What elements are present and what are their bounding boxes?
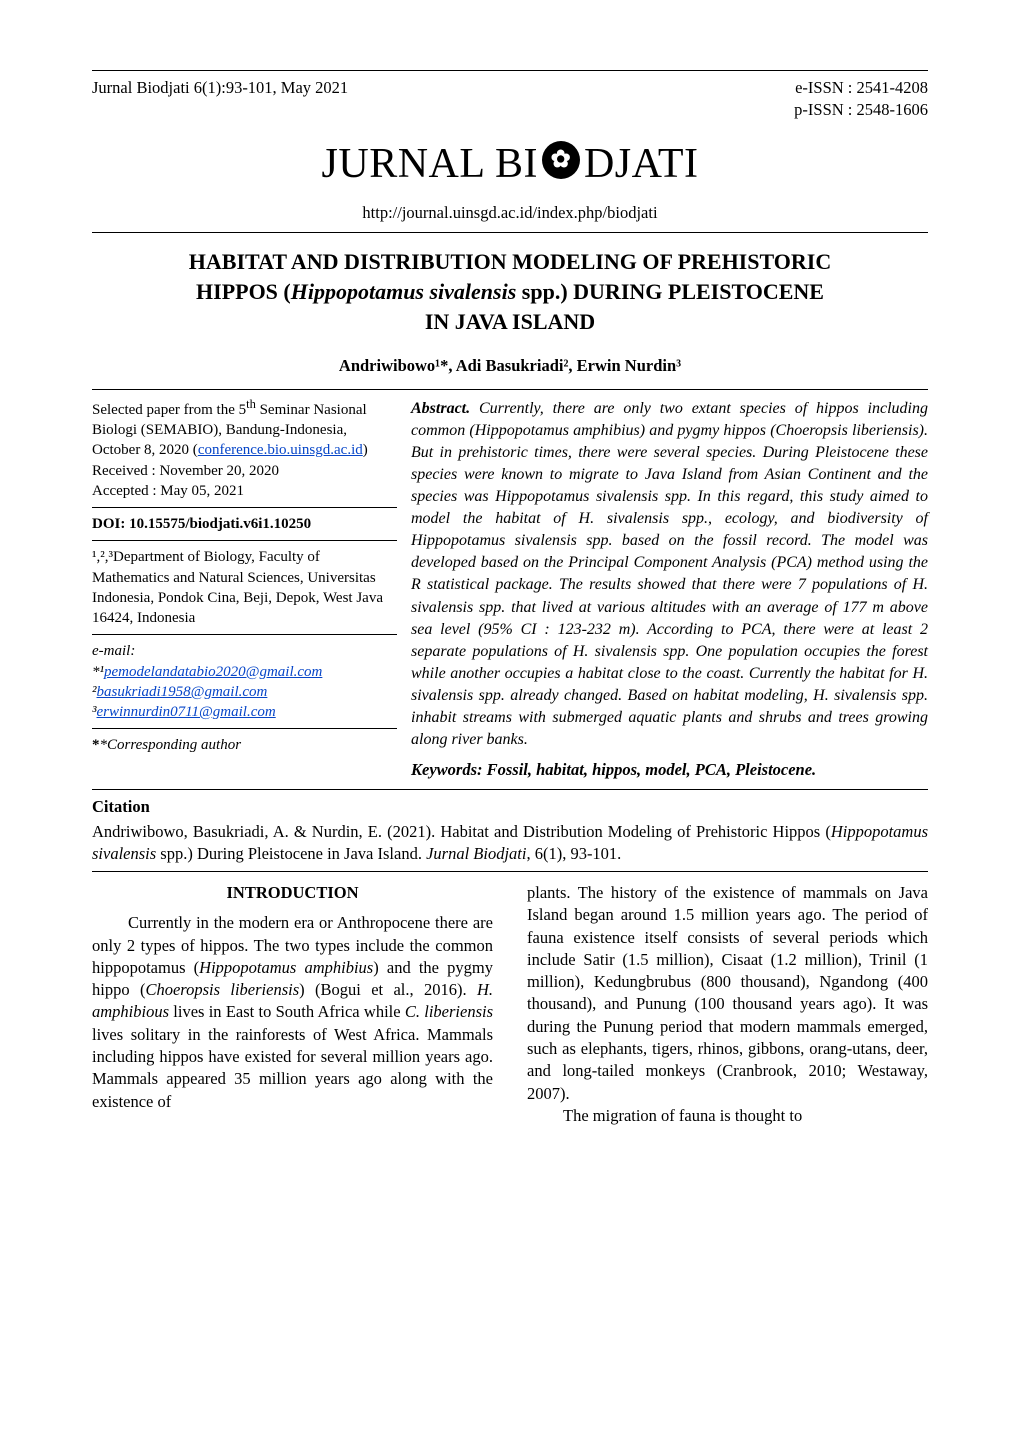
selected-c: ) bbox=[363, 442, 368, 458]
affiliation: ¹,²,³Department of Biology, Faculty of M… bbox=[92, 541, 397, 635]
p-issn: p-ISSN : 2548-1606 bbox=[794, 99, 928, 121]
intro-para-right-1: plants. The history of the existence of … bbox=[527, 882, 928, 1105]
rule-below-citation bbox=[92, 871, 928, 872]
citation-c: spp.) During Pleistocene in Java Island. bbox=[156, 844, 426, 863]
e-issn: e-ISSN : 2541-4208 bbox=[794, 77, 928, 99]
body-columns: INTRODUCTION Currently in the modern era… bbox=[92, 882, 928, 1127]
email2-link[interactable]: basukriadi1958@gmail.com bbox=[97, 684, 268, 700]
rule-under-url bbox=[92, 232, 928, 233]
rule-above-citation bbox=[92, 789, 928, 790]
email1-link[interactable]: pemodelandatabio2020@gmail.com bbox=[104, 664, 322, 680]
issn-block: e-ISSN : 2541-4208 p-ISSN : 2548-1606 bbox=[794, 77, 928, 122]
conf-link[interactable]: conference.bio.uinsgd.ac.id bbox=[198, 442, 363, 458]
abstract-label: Abstract. bbox=[411, 400, 470, 417]
col-left: INTRODUCTION Currently in the modern era… bbox=[92, 882, 493, 1127]
intro-para-left: Currently in the modern era or Anthropoc… bbox=[92, 912, 493, 1112]
authors: Andriwibowo¹*, Adi Basukriadi², Erwin Nu… bbox=[92, 355, 928, 377]
journal-issue: Jurnal Biodjati 6(1):93-101, May 2021 bbox=[92, 77, 348, 99]
doi: DOI: 10.15575/biodjati.v6i1.10250 bbox=[92, 508, 397, 541]
journal-url: http://journal.uinsgd.ac.id/index.php/bi… bbox=[92, 202, 928, 224]
intro-li: lives solitary in the rainforests of Wes… bbox=[92, 1025, 493, 1111]
selected-a: Selected paper from the 5 bbox=[92, 402, 246, 418]
citation-e: , 6(1), 93-101. bbox=[526, 844, 621, 863]
intro-para-right-2: The migration of fauna is thought to bbox=[527, 1105, 928, 1127]
submission-box: Selected paper from the 5th Seminar Nasi… bbox=[92, 390, 397, 508]
col-right: plants. The history of the existence of … bbox=[527, 882, 928, 1127]
article-title: HABITAT AND DISTRIBUTION MODELING OF PRE… bbox=[92, 247, 928, 336]
abstract-col: Abstract. Currently, there are only two … bbox=[411, 390, 928, 790]
accepted: Accepted : May 05, 2021 bbox=[92, 483, 244, 499]
logo-right: DJATI bbox=[584, 136, 699, 193]
intro-lg: lives in East to South Africa while bbox=[169, 1002, 405, 1021]
received: Received : November 20, 2020 bbox=[92, 463, 279, 479]
citation-body: Andriwibowo, Basukriadi, A. & Nurdin, E.… bbox=[92, 821, 928, 866]
journal-logo: JURNAL BI✿DJATI bbox=[92, 136, 928, 193]
meta-left-col: Selected paper from the 5th Seminar Nasi… bbox=[92, 390, 397, 790]
citation-d: Jurnal Biodjati bbox=[426, 844, 526, 863]
email-label: e-mail: bbox=[92, 643, 135, 659]
meta-abstract-grid: Selected paper from the 5th Seminar Nasi… bbox=[92, 390, 928, 790]
title-line2-a: HIPPOS ( bbox=[196, 279, 291, 304]
page: Jurnal Biodjati 6(1):93-101, May 2021 e-… bbox=[0, 0, 1020, 1187]
abstract: Abstract. Currently, there are only two … bbox=[411, 390, 928, 755]
title-line2: HIPPOS (Hippopotamus sivalensis spp.) DU… bbox=[92, 277, 928, 307]
intro-le: ) (Bogui et al., 2016). bbox=[299, 980, 477, 999]
title-line2-b: Hippopotamus sivalensis bbox=[291, 279, 517, 304]
title-line1: HABITAT AND DISTRIBUTION MODELING OF PRE… bbox=[92, 247, 928, 277]
intro-ld: Choeropsis liberiensis bbox=[145, 980, 299, 999]
logo-left: JURNAL BI bbox=[322, 136, 538, 193]
corresponding-text: *Corresponding author bbox=[100, 737, 242, 753]
emails-box: e-mail: *¹pemodelandatabio2020@gmail.com… bbox=[92, 635, 397, 729]
corresponding: **Corresponding author bbox=[92, 729, 397, 761]
citation-head: Citation bbox=[92, 796, 928, 818]
abstract-text: Currently, there are only two extant spe… bbox=[411, 400, 928, 748]
header-band: Jurnal Biodjati 6(1):93-101, May 2021 e-… bbox=[92, 77, 928, 122]
rule-top bbox=[92, 70, 928, 71]
citation-a: Andriwibowo, Basukriadi, A. & Nurdin, E.… bbox=[92, 822, 831, 841]
title-line3: IN JAVA ISLAND bbox=[92, 307, 928, 337]
email3-link[interactable]: erwinnurdin0711@gmail.com bbox=[97, 704, 276, 720]
intro-head: INTRODUCTION bbox=[92, 882, 493, 904]
keywords: Keywords: Fossil, habitat, hippos, model… bbox=[411, 755, 928, 789]
email1-pre: *¹ bbox=[92, 664, 104, 680]
selected-sup: th bbox=[246, 397, 256, 411]
logo-ornament-icon: ✿ bbox=[542, 141, 580, 179]
intro-lb: Hippopotamus amphibius bbox=[199, 958, 373, 977]
title-line2-c: spp.) DURING PLEISTOCENE bbox=[516, 279, 824, 304]
intro-lh: C. liberiensis bbox=[405, 1002, 493, 1021]
